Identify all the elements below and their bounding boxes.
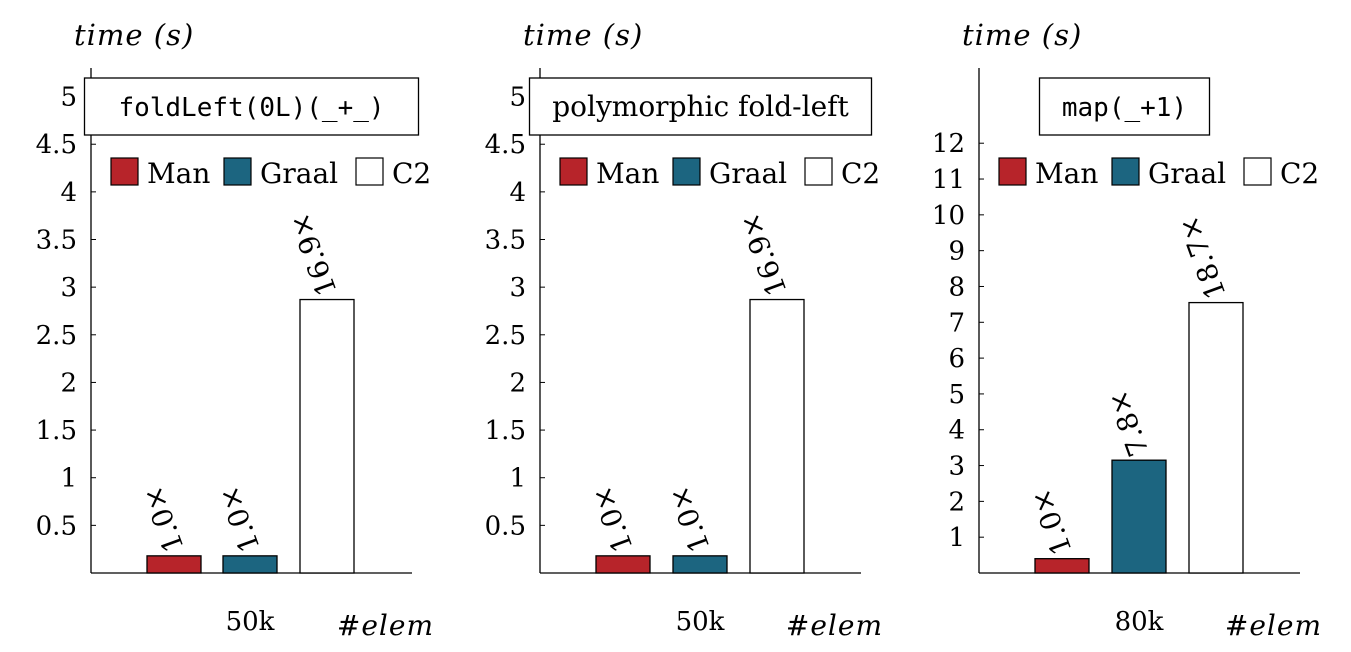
x-axis-label: #elem [337,609,434,642]
y-tick-label: 3 [60,273,77,303]
bar-value-label: 18.7× [1172,212,1232,304]
legend-swatch-graal [672,157,701,186]
legend-swatch-man [110,157,139,186]
y-tick-label: 10 [932,201,965,231]
x-tick-label: 50k [676,607,725,637]
y-axis-label: time (s) [962,18,1082,52]
bar-c2 [299,298,355,574]
bar-man [146,555,202,574]
bar-graal [222,555,278,574]
y-tick-label: 5 [60,83,77,113]
y-tick-label: 0.5 [36,511,77,541]
y-tick-label: 9 [948,237,965,267]
legend-label-man: Man [596,157,659,190]
bar-value-label: 1.0× [585,482,639,557]
bar-value-label: 16.9× [733,209,793,301]
bar-man [595,555,651,574]
legend-label-graal: Graal [260,157,338,190]
y-tick-label: 2.5 [36,321,77,351]
legend: Man Graal C2 [559,157,880,190]
legend-label-graal: Graal [709,157,787,190]
legend-label-man: Man [1035,157,1098,190]
x-axis-label: #elem [1225,609,1322,642]
title-box [1038,77,1211,136]
legend-swatch-man [559,157,588,186]
chart-panel-1: 0.5 1 1.5 2 2.5 3 3.5 4 4.5 5 50k time (s) #elem fold… [36,18,434,642]
y-tick-label: 4.5 [485,130,526,160]
legend-swatch-c2 [1243,157,1272,186]
legend-swatch-c2 [355,157,384,186]
bar-value-label: 1.0× [662,482,716,557]
x-axis-label: #elem [786,609,883,642]
y-tick-label: 4.5 [36,130,77,160]
x-tick-label: 50k [226,607,275,637]
y-tick-label: 5 [509,83,526,113]
legend: Man Graal C2 [110,157,431,190]
y-tick-label: 2 [60,368,77,398]
bar-c2 [1188,301,1244,574]
y-tick-label: 0.5 [485,511,526,541]
chart-title: map(_+1) [1062,93,1187,123]
y-tick-label: 1 [60,464,77,494]
legend-swatch-c2 [804,157,833,186]
y-tick-label: 1 [948,523,965,553]
bar-value-label: 1.0× [212,482,266,557]
y-tick-label: 4 [509,178,526,208]
legend-label-man: Man [147,157,210,190]
legend-label-c2: C2 [1280,157,1319,190]
y-tick-label: 7 [948,308,965,338]
legend-swatch-graal [1111,157,1140,186]
bar-man [1034,558,1090,574]
bar-graal [1111,459,1167,574]
legend-label-c2: C2 [841,157,880,190]
legend-label-graal: Graal [1148,157,1226,190]
bar-value-label: 1.0× [136,482,190,557]
y-tick-label: 5 [948,380,965,410]
y-tick-label: 12 [932,129,965,159]
title-box [83,77,420,136]
y-axis-label: time (s) [523,18,643,52]
y-tick-label: 2.5 [485,321,526,351]
y-axis-label: time (s) [74,18,194,52]
title-box [528,77,873,136]
legend-label-c2: C2 [392,157,431,190]
legend: Man Graal C2 [998,157,1319,190]
legend-swatch-graal [223,157,252,186]
y-tick-label: 4 [60,178,77,208]
chart-title: foldLeft(0L)(_+_) [118,93,384,123]
y-tick-label: 3.5 [485,226,526,256]
y-tick-label: 1 [509,464,526,494]
bar-value-label: 1.0× [1024,484,1078,559]
chart-title: polymorphic fold-left [552,90,849,123]
y-tick-label: 11 [932,165,965,195]
y-tick-label: 1.5 [36,416,77,446]
y-tick-label: 8 [948,272,965,302]
y-tick-label: 2 [948,487,965,517]
bar-value-label: 7.8× [1101,386,1155,461]
y-tick-label: 2 [509,368,526,398]
bar-graal [672,555,728,574]
y-tick-label: 6 [948,344,965,374]
legend-swatch-man [998,157,1027,186]
y-tick-label: 4 [948,416,965,446]
y-tick-label: 3.5 [36,226,77,256]
y-tick-label: 3 [948,452,965,482]
x-tick-label: 80k [1115,607,1164,637]
y-tick-label: 1.5 [485,416,526,446]
bar-c2 [749,298,805,574]
bar-value-label: 16.9× [283,209,343,301]
y-tick-label: 3 [509,273,526,303]
chart-panel-2: 0.5 1 1.5 2 2.5 3 3.5 4 4.5 5 50k time (s) #elem poly… [485,18,883,642]
